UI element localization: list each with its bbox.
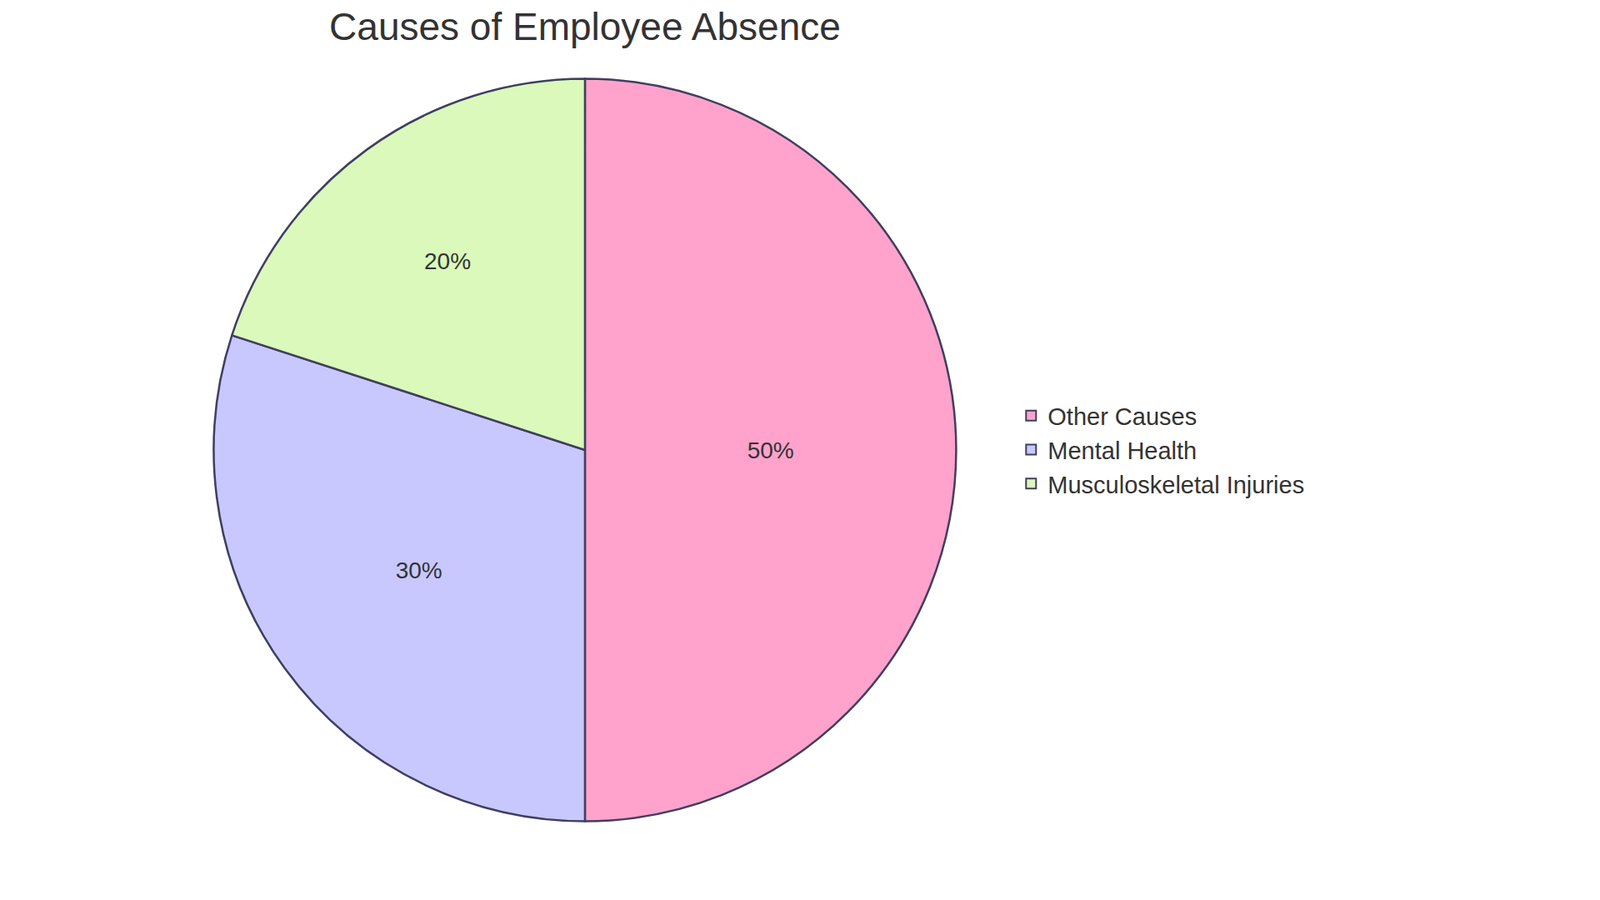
svg-text:Mental Health: Mental Health <box>1047 437 1197 465</box>
svg-text:20%: 20% <box>424 248 471 275</box>
svg-text:50%: 50% <box>747 437 795 464</box>
svg-text:Other Causes: Other Causes <box>1047 403 1197 430</box>
svg-text:30%: 30% <box>395 557 443 584</box>
svg-text:Musculoskeletal Injuries: Musculoskeletal Injuries <box>1047 471 1305 499</box>
svg-text:Causes of Employee Absence: Causes of Employee Absence <box>329 5 841 49</box>
